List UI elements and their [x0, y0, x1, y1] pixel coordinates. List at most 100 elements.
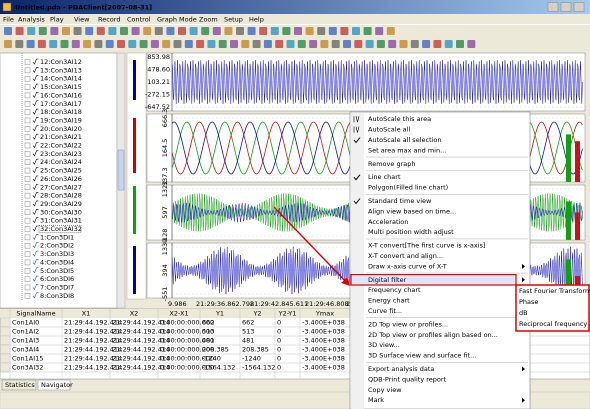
menu-item[interactable]: Standard time view [368, 197, 432, 205]
menu-item[interactable]: Copy view [368, 386, 402, 394]
expand-box[interactable] [24, 84, 31, 90]
toolbar-button[interactable] [201, 27, 210, 35]
expand-box[interactable] [24, 75, 31, 82]
tab[interactable] [37, 379, 71, 391]
toolbar-button[interactable] [196, 40, 205, 48]
toolbar-button[interactable] [27, 27, 36, 35]
toolbar-button[interactable] [331, 40, 340, 48]
expand-box[interactable] [24, 242, 31, 249]
menu-item[interactable]: X-T convert[The first curve is x-axis] [368, 242, 485, 250]
toolbar-button[interactable] [317, 27, 326, 35]
column-header[interactable]: X2 [130, 310, 139, 318]
toolbar-button[interactable] [38, 27, 47, 35]
toolbar-button[interactable] [386, 27, 395, 35]
expand-box[interactable] [24, 226, 31, 232]
menu-item[interactable]: Curve fit... [368, 307, 402, 315]
toolbar-button[interactable] [340, 27, 349, 35]
menu-item[interactable]: Multi position width adjust [368, 228, 454, 236]
tree-item[interactable]: 21:Con3AI21 [40, 133, 82, 141]
menu-item[interactable]: Graph Mode [157, 16, 197, 24]
minimize-button[interactable] [547, 2, 559, 12]
menu-item[interactable]: Help [249, 16, 264, 24]
toolbar-button[interactable] [375, 27, 384, 35]
toolbar-button[interactable] [241, 40, 250, 48]
column-header[interactable]: Y1 [215, 310, 224, 318]
tree-item[interactable]: 4:Con3DI4 [40, 258, 74, 266]
toolbar-button[interactable] [456, 40, 464, 48]
toolbar-button[interactable] [73, 27, 82, 35]
toolbar-button[interactable] [399, 40, 408, 48]
column-header[interactable]: X1 [82, 310, 91, 318]
menu-item[interactable]: X-T convert and align... [368, 252, 443, 260]
toolbar-button[interactable] [71, 40, 80, 48]
expand-box[interactable] [24, 201, 31, 207]
tree-item[interactable]: 24:Con3AI24 [40, 158, 82, 166]
toolbar-button[interactable] [15, 27, 24, 35]
toolbar-button[interactable] [247, 27, 256, 35]
toolbar-button[interactable] [162, 40, 171, 48]
toolbar-button[interactable] [328, 27, 337, 35]
expand-box[interactable] [24, 126, 31, 132]
expand-box[interactable] [24, 101, 31, 107]
toolbar-button[interactable] [96, 27, 105, 35]
expand-box[interactable] [24, 251, 31, 257]
tree-item[interactable]: 14:Con3AI14 [40, 75, 82, 83]
tree-item[interactable]: 8:Con3DI8 [40, 292, 74, 300]
toolbar-button[interactable] [50, 27, 59, 35]
toolbar-button[interactable] [15, 40, 24, 48]
toolbar-button[interactable] [354, 40, 363, 48]
toolbar-button[interactable] [4, 40, 12, 48]
column-header[interactable]: Ymax [315, 310, 334, 318]
tree-item[interactable]: 5:Con3DI5 [40, 267, 74, 275]
menu-item[interactable]: Digital filter [368, 276, 407, 284]
tree-item[interactable]: 2:Con3DI2 [40, 242, 74, 250]
toolbar-button[interactable] [270, 27, 279, 35]
toolbar-button[interactable] [252, 40, 261, 48]
expand-box[interactable] [24, 276, 31, 282]
expand-box[interactable] [24, 151, 31, 157]
menu-item[interactable]: Export analysis data [368, 365, 434, 373]
column-header[interactable]: SignalName [16, 310, 55, 318]
tree-item[interactable]: 3:Con3DI3 [40, 250, 74, 258]
menu-item[interactable]: Zoom [199, 16, 218, 24]
expand-box[interactable] [24, 268, 31, 274]
expand-box[interactable] [24, 234, 31, 241]
expand-box[interactable] [24, 67, 31, 74]
toolbar-button[interactable] [410, 40, 419, 48]
tree-item[interactable]: 18:Con3AI18 [40, 108, 82, 116]
toolbar-button[interactable] [343, 40, 351, 48]
toolbar-button[interactable] [94, 40, 103, 48]
menu-item[interactable]: Mark [368, 396, 384, 404]
menu-item[interactable]: Line chart [368, 173, 401, 181]
toolbar-button[interactable] [259, 27, 268, 35]
tree-item[interactable]: 6:Con3DI6 [40, 275, 74, 283]
toolbar-button[interactable] [120, 27, 128, 35]
toolbar-button[interactable] [62, 27, 70, 35]
menu-item[interactable]: Play [50, 16, 64, 24]
toolbar-button[interactable] [275, 40, 284, 48]
column-header[interactable]: Y2 [252, 310, 261, 318]
toolbar-button[interactable] [376, 40, 385, 48]
submenu-item[interactable]: Phase [519, 298, 538, 306]
submenu-item[interactable]: dB [519, 309, 528, 317]
expand-box[interactable] [24, 176, 31, 182]
tree-item[interactable]: 25:Con3AI25 [40, 167, 82, 175]
expand-box[interactable] [24, 293, 31, 299]
tab-label[interactable]: Navigator [41, 381, 73, 389]
expand-box[interactable] [24, 142, 31, 149]
expand-box[interactable] [24, 167, 31, 174]
tree-item[interactable]: 27:Con3AI27 [40, 183, 82, 191]
toolbar-button[interactable] [154, 27, 163, 35]
expand-box[interactable] [24, 109, 31, 115]
toolbar-button[interactable] [218, 40, 227, 48]
tree-item[interactable]: 31:Con3AI31 [40, 217, 82, 225]
expand-box[interactable] [24, 117, 31, 124]
tree-item[interactable]: 29:Con3AI29 [40, 200, 82, 208]
menu-item[interactable]: Control [127, 16, 151, 24]
tree-item[interactable]: 15:Con3AI15 [40, 83, 82, 91]
menu-item[interactable]: Remove graph [368, 160, 415, 168]
tree-item[interactable]: 1:Con3DI1 [40, 233, 74, 241]
toolbar-button[interactable] [173, 40, 182, 48]
toolbar-button[interactable] [49, 40, 58, 48]
tree-item[interactable]: 17:Con3AI17 [40, 100, 82, 108]
